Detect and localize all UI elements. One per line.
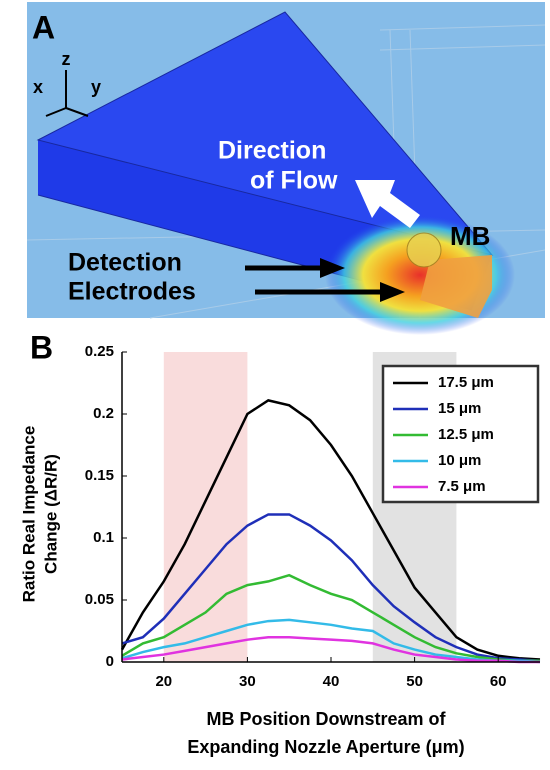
axis-triad — [45, 70, 89, 117]
panel-a: A z x y Direction of Flow MB Detection E… — [26, 2, 546, 335]
x-tick-label: 40 — [323, 673, 340, 690]
y-axis-title: Ratio Real Impedance — [19, 426, 38, 603]
arrow-head — [320, 258, 345, 278]
mb-label: MB — [450, 221, 490, 251]
legend-label: 15 μm — [438, 400, 481, 417]
flow-label: of Flow — [250, 167, 338, 195]
y-tick-label: 0.2 — [93, 405, 114, 422]
axis-x-label: x — [33, 77, 43, 97]
x-tick-label: 60 — [490, 673, 507, 690]
line-series — [121, 618, 541, 664]
electrode-label: Detection — [68, 249, 182, 277]
flow-arrow — [355, 180, 420, 228]
y-tick-label: 0.25 — [85, 343, 114, 360]
x-axis-title: MB Position Downstream of — [206, 709, 446, 729]
shaded-region — [163, 352, 248, 662]
y-tick-label: 0 — [106, 653, 114, 670]
axis-y-label: y — [91, 77, 101, 97]
y-axis-title: Change (ΔR/R) — [41, 454, 60, 574]
plot: 0 0.05 0.1 0.15 0.2 0.25 20 30 40 50 60 17.5 μm 15 μ… — [85, 343, 541, 690]
x-tick-label: 20 — [155, 673, 172, 690]
legend-label: 7.5 μm — [438, 478, 486, 495]
y-tick-label: 0.15 — [85, 467, 114, 484]
legend-label: 10 μm — [438, 452, 481, 469]
electrode-arrows — [245, 265, 385, 295]
y-tick-label: 0.05 — [85, 591, 114, 608]
microbubble — [406, 232, 442, 268]
line-series — [120, 399, 541, 661]
electrode-block — [420, 255, 492, 318]
flow-label: Direction — [218, 137, 326, 165]
x-tick-label: 50 — [406, 673, 423, 690]
y-tick-label: 0.1 — [93, 529, 114, 546]
electrode-label: Electrodes — [68, 278, 196, 306]
x-tick-label: 30 — [239, 673, 256, 690]
legend-label: 17.5 μm — [438, 374, 494, 391]
axis-z-label: z — [62, 49, 71, 69]
line-series — [121, 635, 540, 664]
panel-label: B — [30, 329, 53, 365]
legend-label: 12.5 μm — [438, 426, 494, 443]
line-series — [121, 573, 540, 663]
arrow-head — [380, 282, 405, 302]
line-series — [121, 513, 541, 663]
panel-label: A — [32, 9, 55, 45]
x-axis-title: Expanding Nozzle Aperture (μm) — [187, 737, 464, 757]
